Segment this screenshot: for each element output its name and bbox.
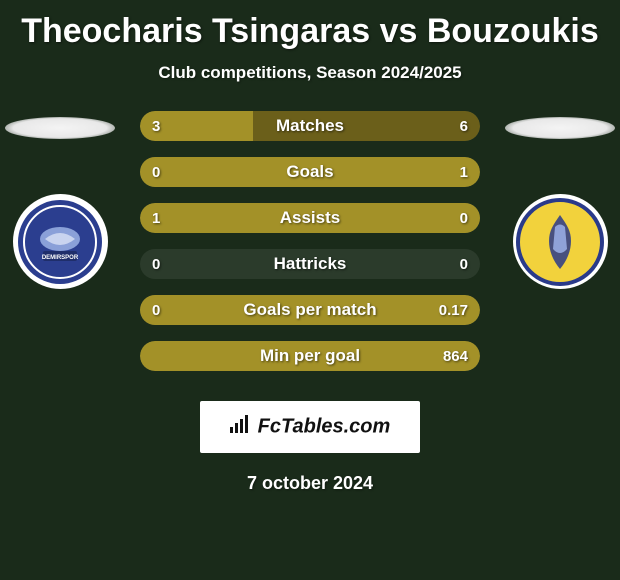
left-club-badge: DEMIRSPOR [13,194,108,289]
stat-label: Assists [140,203,480,233]
right-player-area [500,117,620,289]
svg-text:DEMIRSPOR: DEMIRSPOR [42,255,79,261]
stat-label: Hattricks [140,249,480,279]
stat-bars: 36Matches 01Goals 10Assists 00Hattricks 00.1… [140,111,480,387]
stat-row: 864Min per goal [140,341,480,371]
brand-text: FcTables.com [258,415,391,437]
stat-row: 10Assists [140,203,480,233]
stat-label: Matches [140,111,480,141]
stat-row: 00.17Goals per match [140,295,480,325]
page-title: Theocharis Tsingaras vs Bouzoukis [0,8,620,55]
stat-row: 00Hattricks [140,249,480,279]
panaitolikos-icon [515,197,605,287]
comparison-area: DEMIRSPOR 36Matches01Goals10Assists00Hat… [0,117,620,397]
subtitle: Club competitions, Season 2024/2025 [0,63,620,83]
brand-badge: FcTables.com [200,401,421,453]
stat-label: Goals per match [140,295,480,325]
stat-row: 36Matches [140,111,480,141]
adana-demirspor-icon: DEMIRSPOR [15,197,105,287]
signal-icon [230,415,252,439]
stat-row: 01Goals [140,157,480,187]
right-club-badge [513,194,608,289]
date-label: 7 october 2024 [0,473,620,494]
stat-label: Min per goal [140,341,480,371]
player-placeholder-right [505,117,615,139]
player-placeholder-left [5,117,115,139]
left-player-area: DEMIRSPOR [0,117,120,289]
stat-label: Goals [140,157,480,187]
